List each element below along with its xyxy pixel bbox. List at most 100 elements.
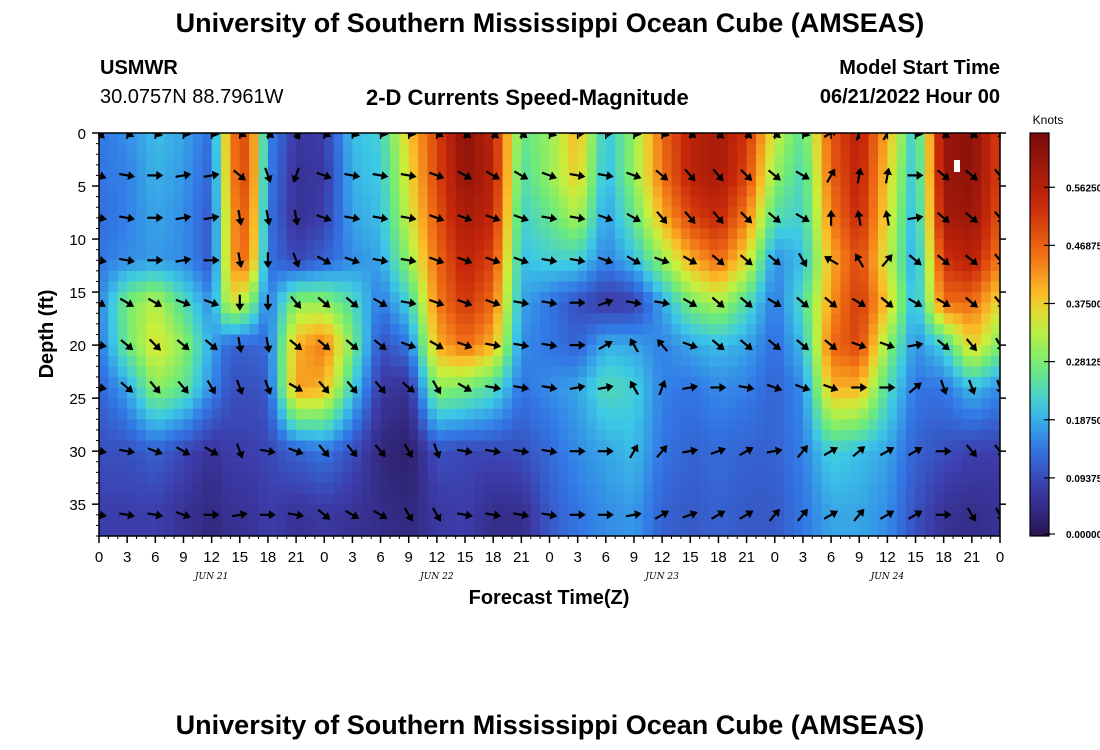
heat-cell <box>145 239 156 251</box>
current-arrow <box>855 167 864 184</box>
heat-cell <box>493 482 504 495</box>
current-arrow <box>711 254 725 266</box>
heat-cell <box>286 313 297 325</box>
heat-cell <box>633 461 644 473</box>
heat-cell <box>127 345 138 357</box>
heat-cell <box>239 281 250 293</box>
heat-cell <box>662 461 673 473</box>
heat-cell <box>305 472 316 484</box>
heat-cell <box>793 525 804 536</box>
heat-cell <box>849 207 860 219</box>
heat-cell <box>558 239 569 251</box>
heat-cell <box>183 355 194 367</box>
heat-cell <box>296 482 307 495</box>
heat-cell <box>915 164 926 177</box>
heat-cell <box>755 366 766 378</box>
current-arrow <box>99 446 107 456</box>
heat-cell <box>690 461 701 473</box>
heat-cell <box>324 260 335 272</box>
heat-cell <box>258 175 269 187</box>
heat-cell <box>343 408 354 420</box>
heat-cell <box>211 504 222 516</box>
heat-cell <box>784 504 795 516</box>
heat-cell <box>408 228 419 240</box>
heat-cell <box>493 504 504 516</box>
heat-cell <box>615 429 626 442</box>
heat-cell <box>455 482 466 495</box>
heat-cell <box>371 408 382 420</box>
heat-cell <box>812 154 823 166</box>
current-arrow <box>597 214 614 223</box>
heat-cell <box>821 461 832 473</box>
heat-cell <box>502 186 513 198</box>
heat-cell <box>643 387 654 399</box>
heat-cell <box>633 207 644 219</box>
heat-cell <box>446 164 457 177</box>
heat-cell <box>812 186 823 198</box>
heat-cell <box>774 228 785 240</box>
heat-cell <box>709 196 720 208</box>
heat-cell <box>877 281 888 293</box>
heat-cell <box>774 196 785 208</box>
heat-cell <box>493 419 504 431</box>
heat-cell <box>427 175 438 187</box>
heat-cell <box>474 260 485 272</box>
heat-cell <box>192 440 203 452</box>
heat-cell <box>164 525 175 536</box>
heat-cell <box>971 408 982 420</box>
heat-cell <box>577 239 588 251</box>
heat-cell <box>352 345 363 357</box>
current-arrow <box>235 337 245 353</box>
heat-cell <box>530 281 541 293</box>
heat-cell <box>727 175 738 187</box>
heat-cell <box>690 313 701 325</box>
heat-cell <box>483 313 494 325</box>
heat-cell <box>821 260 832 272</box>
heat-cell <box>174 366 185 378</box>
heat-cell <box>643 408 654 420</box>
heat-cell <box>587 323 598 336</box>
heat-cell <box>802 504 813 516</box>
heat-cell <box>436 175 447 187</box>
heat-cell <box>615 376 626 389</box>
heat-cell <box>596 345 607 357</box>
heat-cell <box>399 366 410 378</box>
heat-cell <box>840 440 851 452</box>
heat-cell <box>202 355 213 367</box>
heat-cell <box>230 207 241 219</box>
heat-cell <box>577 164 588 177</box>
heat-cell <box>643 334 654 346</box>
heat-cell <box>418 302 429 314</box>
heat-cell <box>699 323 710 336</box>
heat-cell <box>380 440 391 452</box>
heat-cell <box>774 270 785 283</box>
heat-cell <box>568 260 579 272</box>
heat-cell <box>953 228 964 240</box>
current-arrow <box>99 171 107 180</box>
heat-cell <box>145 133 156 145</box>
heat-cell <box>755 504 766 516</box>
heat-cell <box>953 472 964 484</box>
heat-cell <box>389 281 400 293</box>
current-arrow <box>317 339 331 351</box>
heat-cell <box>108 154 119 166</box>
heat-cell <box>915 408 926 420</box>
heat-cell <box>296 472 307 484</box>
heat-cell <box>802 143 813 155</box>
heat-cell <box>680 376 691 389</box>
heat-cell <box>343 313 354 325</box>
heat-cell <box>296 323 307 336</box>
heat-cell <box>709 345 720 357</box>
heat-cell <box>633 398 644 410</box>
heat-cell <box>831 239 842 251</box>
heat-cell <box>840 461 851 473</box>
heat-cell <box>652 504 663 516</box>
current-arrow <box>513 298 530 308</box>
heat-cell <box>699 366 710 378</box>
heat-cell <box>868 186 879 198</box>
heat-cell <box>774 461 785 473</box>
heat-cell <box>465 133 476 145</box>
current-arrow <box>485 298 501 308</box>
heat-cell <box>502 249 513 261</box>
heat-cell <box>117 525 128 536</box>
